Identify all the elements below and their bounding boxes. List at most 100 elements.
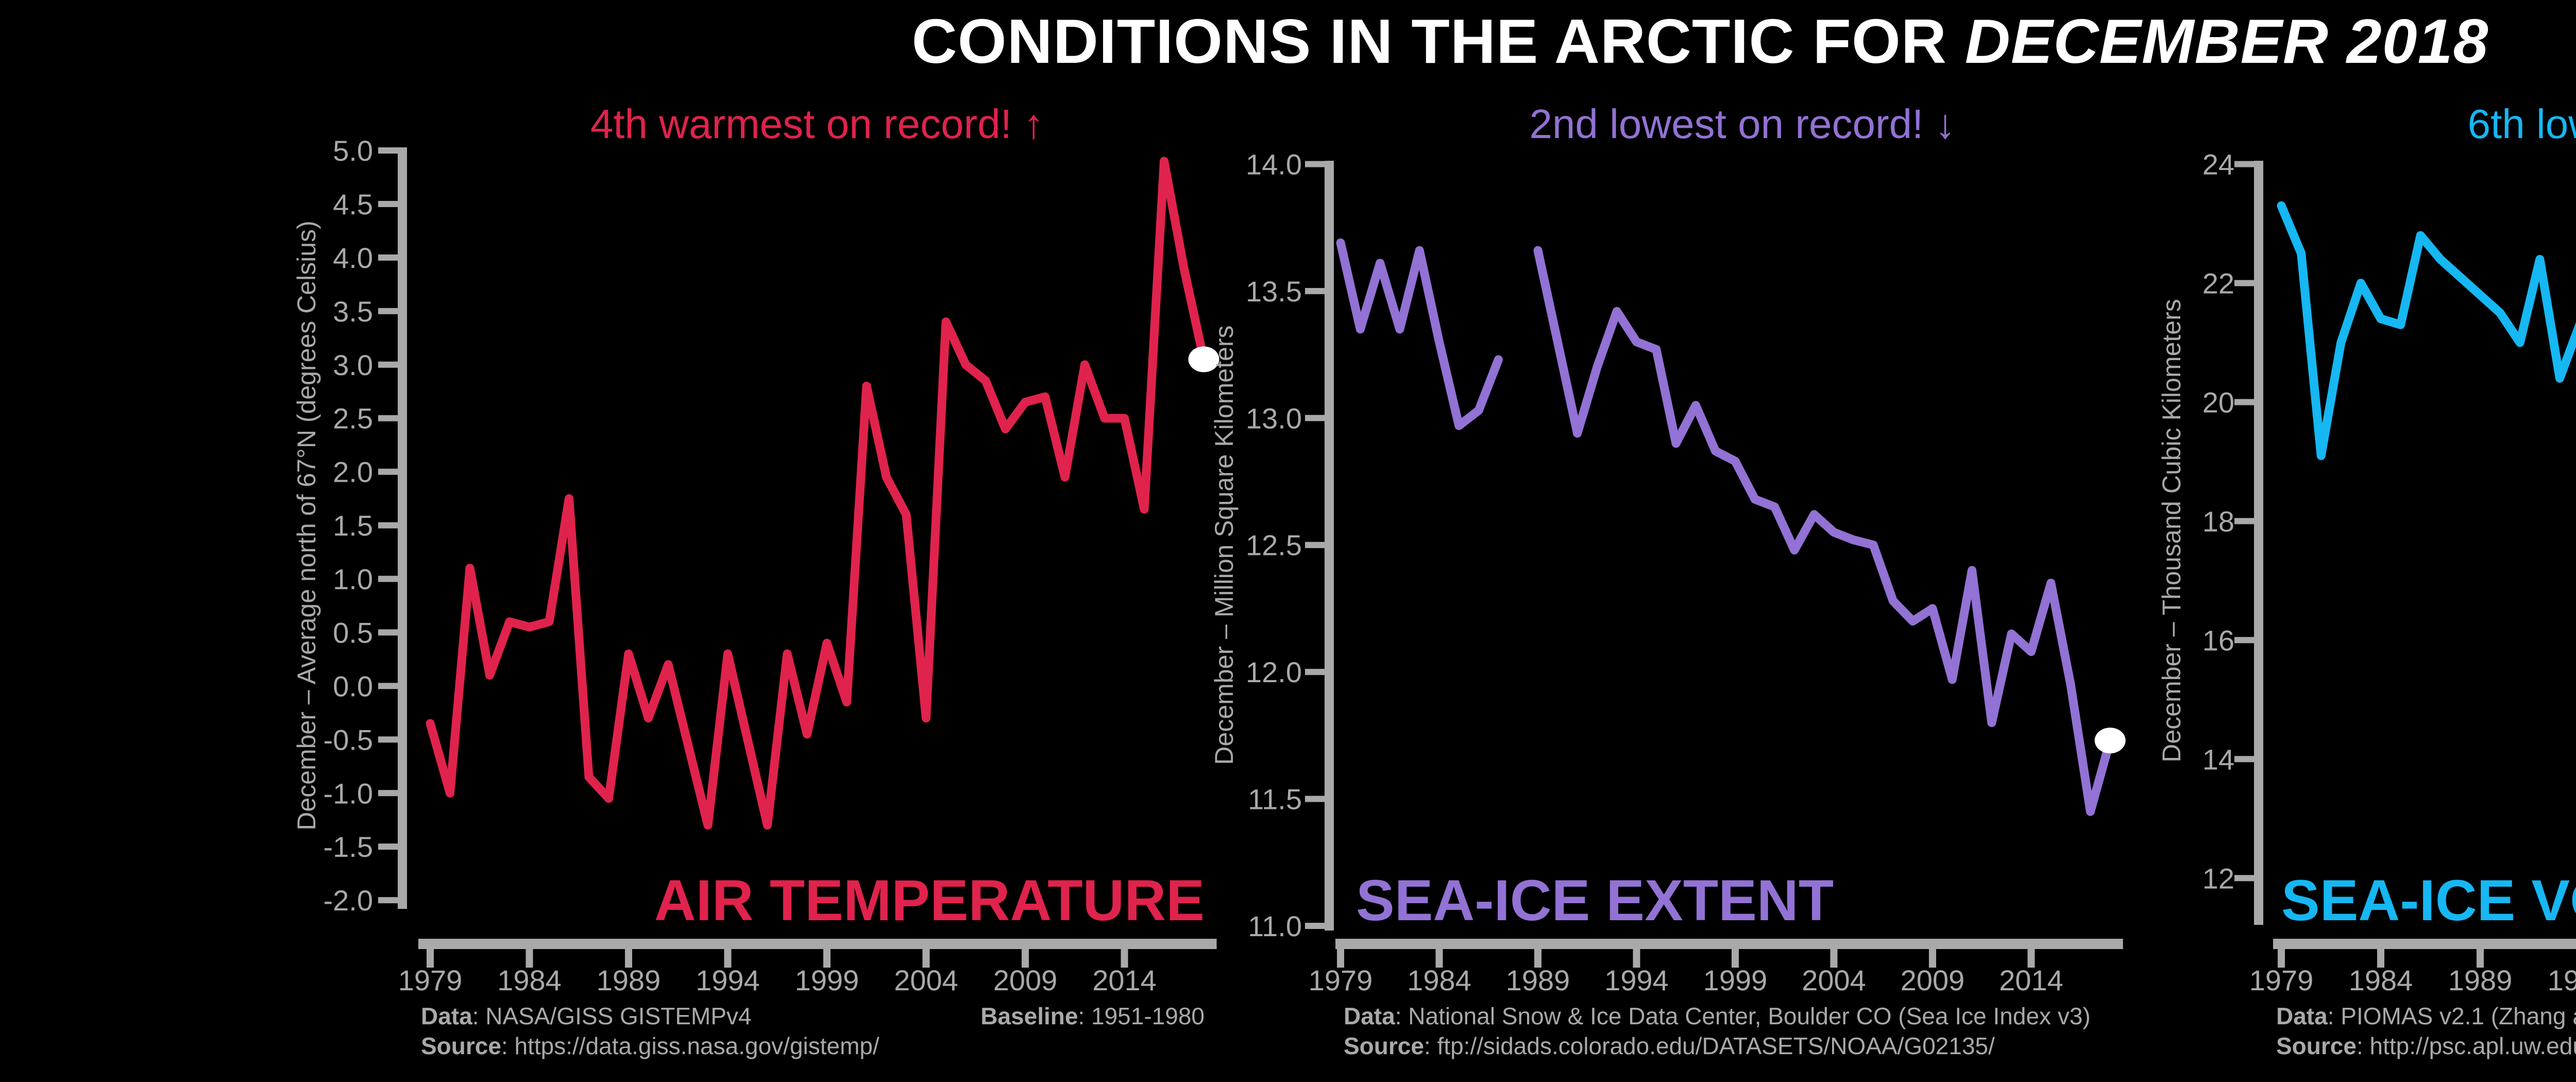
x-axis: 1979 1984 1989 1994 1999 2004 2009 2014 [1309, 939, 2123, 996]
annotation: 4th warmest on record! ↑ [590, 101, 1044, 147]
x-axis-tick-label: 1994 [2548, 964, 2576, 996]
y-axis-tick-label: 16 [2202, 624, 2234, 656]
y-axis-tick-label: 13.0 [1246, 402, 1302, 434]
y-axis-tick [1305, 415, 1325, 421]
y-axis-tick [1305, 922, 1325, 929]
chart-big-label: AIR TEMPERATURE [654, 868, 1205, 933]
y-axis: 5.0 4.5 4.0 3.5 3.0 2.5 2.0 1.5 1.0 0.5 0.0 -0.5 -1.… [324, 134, 407, 917]
x-axis-tick [1534, 949, 1541, 968]
x-axis-tick [1830, 949, 1838, 968]
footer-source-line: Source: https://data.giss.nasa.gov/giste… [421, 1033, 879, 1059]
x-axis-tick-label: 1984 [1407, 964, 1471, 996]
y-axis-tick [378, 254, 398, 261]
y-axis-tick-label: 1.0 [333, 563, 373, 596]
footer-data-line: Data: PIOMAS v2.1 (Zhang and Rothrock, 2… [2276, 1003, 2576, 1029]
x-axis-tick-label: 1979 [398, 964, 463, 996]
x-axis-tick-label: 1984 [2349, 964, 2413, 996]
y-axis-tick-label: -1.5 [324, 831, 374, 863]
y-axis-tick [1305, 796, 1325, 802]
footer-source-value: : http://psc.apl.uw.edu/research/project… [2357, 1033, 2576, 1059]
x-axis-tick [1929, 949, 1936, 968]
y-axis-tick [2234, 637, 2254, 644]
y-axis-tick [1305, 542, 1325, 548]
x-axis-tick-label: 1989 [2448, 964, 2513, 996]
x-axis-tick-label: 2004 [1802, 964, 1866, 996]
x-axis-tick-label: 1994 [696, 964, 760, 996]
y-axis-tick-label: 20 [2202, 386, 2234, 418]
y-axis-tick [378, 415, 398, 421]
y-axis-tick-label: 0.5 [333, 616, 373, 649]
x-axis-spine [1335, 939, 2123, 949]
x-axis-tick [2477, 949, 2484, 968]
x-axis-spine [2273, 939, 2576, 949]
x-axis-tick [1732, 949, 1739, 968]
y-axis-label: December – Thousand Cubic Kilometers [2157, 299, 2186, 763]
data-line [2277, 201, 2576, 460]
y-axis-tick-label: -2.0 [324, 884, 374, 917]
x-axis-tick-label: 1984 [497, 964, 562, 996]
y-axis-tick-label: 24 [2202, 148, 2234, 181]
footer-baseline-line: Baseline: 1951-1980 [980, 1003, 1205, 1029]
y-axis-tick [378, 200, 398, 207]
y-axis-tick-label: 3.5 [333, 295, 373, 328]
x-axis-tick [1633, 949, 1640, 968]
chart-big-label: SEA-ICE EXTENT [1356, 868, 1834, 933]
y-axis-tick-label: 12.5 [1246, 529, 1302, 562]
x-axis-tick-label: 2014 [1999, 964, 2063, 996]
footer-source-line: Source: http://psc.apl.uw.edu/research/p… [2276, 1033, 2576, 1059]
page-title-emphasis: DECEMBER 2018 [1964, 6, 2489, 76]
x-axis-tick [1022, 949, 1029, 968]
y-axis-tick [378, 736, 398, 743]
y-axis-tick [378, 468, 398, 475]
y-axis-tick-label: 14 [2202, 743, 2234, 775]
y-axis-tick-label: -0.5 [324, 723, 374, 756]
y-axis-tick [378, 308, 398, 314]
y-axis-tick [378, 629, 398, 636]
x-axis-tick [1435, 949, 1443, 968]
y-axis-tick-label: 1.5 [333, 510, 373, 542]
y-axis-tick [2234, 875, 2254, 882]
footer-source-key: Source [1344, 1033, 1424, 1059]
y-axis: 14.0 13.5 13.0 12.5 12.0 11.5 11.0 [1246, 148, 1334, 942]
x-axis-tick [427, 949, 434, 968]
x-axis-tick-label: 1979 [1309, 964, 1373, 996]
y-axis-tick [378, 576, 398, 582]
y-axis-tick [378, 897, 398, 904]
data-line [1336, 238, 2115, 816]
y-axis-tick-label: -1.0 [324, 777, 374, 809]
x-axis-spine [418, 939, 1217, 949]
page-title-prefix: CONDITIONS IN THE ARCTIC FOR [911, 6, 1965, 76]
x-axis: 1979 1984 1989 1994 1999 2004 2009 2014 [398, 939, 1217, 996]
x-axis-tick [2027, 949, 2035, 968]
footer-source-key: Source [2276, 1033, 2357, 1059]
y-axis-tick [1305, 669, 1325, 675]
y-axis-tick-label: 5.0 [333, 134, 373, 167]
y-axis-tick-label: 0.0 [333, 670, 373, 702]
sea-ice-volume-chart: 6th lowest on record! ↓ December – Thous… [2157, 101, 2576, 1059]
y-axis-tick-label: 13.5 [1246, 275, 1302, 308]
y-axis-tick-label: 4.0 [333, 242, 373, 274]
x-axis-tick [625, 949, 632, 968]
x-axis-tick [1121, 949, 1128, 968]
y-axis-tick [378, 683, 398, 689]
x-axis-tick [526, 949, 533, 968]
annotation: 2nd lowest on record! ↓ [1529, 101, 1955, 147]
y-axis-tick [378, 147, 398, 154]
y-axis-tick-label: 11.5 [1248, 783, 1302, 816]
data-line [426, 157, 1208, 830]
footer-baseline-key: Baseline [980, 1003, 1078, 1029]
x-axis-tick-label: 2004 [894, 964, 958, 996]
footer-data-key: Data [1344, 1003, 1395, 1029]
x-axis-tick-label: 2014 [1092, 964, 1157, 996]
y-axis-tick [2234, 756, 2254, 763]
footer-baseline-value: : 1951-1980 [1078, 1003, 1205, 1029]
x-axis-tick-label: 2009 [993, 964, 1058, 996]
y-axis-tick-label: 12.0 [1246, 656, 1302, 688]
y-axis-tick-label: 2.0 [333, 456, 373, 488]
footer-source-line: Source: ftp://sidads.colorado.edu/DATASE… [1344, 1033, 1995, 1059]
footer-data-key: Data [2276, 1003, 2328, 1029]
y-axis-tick [378, 790, 398, 797]
x-axis-tick-label: 1989 [597, 964, 661, 996]
x-axis-tick-label: 1999 [1703, 964, 1768, 996]
footer-data-value: : National Snow & Ice Data Center, Bould… [1395, 1003, 2091, 1029]
